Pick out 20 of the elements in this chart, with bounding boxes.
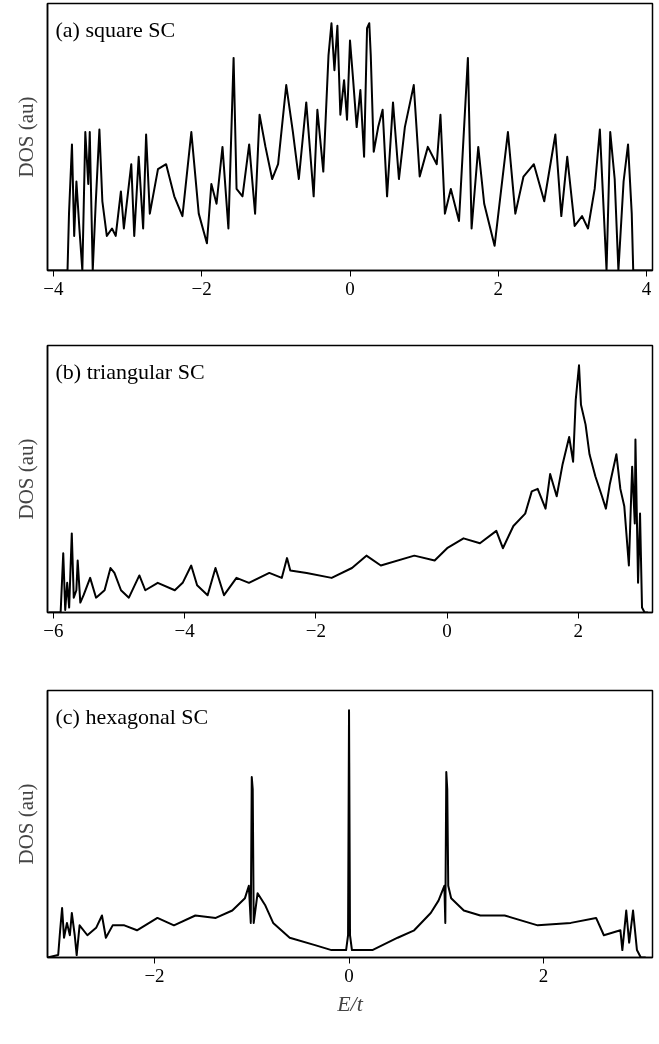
x-tick-label: 2	[538, 964, 549, 986]
x-tick-label: −2	[305, 619, 326, 641]
x-tick-label: 0	[344, 964, 354, 986]
y-axis-title: DOS (au)	[13, 96, 38, 178]
x-tick-label: 4	[641, 277, 652, 299]
x-tick-label: −4	[43, 277, 65, 299]
y-axis-title: DOS (au)	[13, 438, 38, 520]
chart-title: (c) hexagonal SC	[55, 703, 209, 729]
x-axis-title: E/t	[336, 990, 364, 1016]
chart-title: (b) triangular SC	[55, 358, 205, 384]
x-tick-label: −2	[191, 277, 212, 299]
x-tick-label: 2	[493, 277, 504, 299]
x-tick-label: 0	[442, 619, 452, 641]
x-tick-label: 2	[573, 619, 584, 641]
x-tick-label: −4	[174, 619, 196, 641]
y-axis-title: DOS (au)	[13, 783, 38, 865]
x-tick-label: −2	[144, 964, 165, 986]
x-tick-label: 0	[345, 277, 355, 299]
x-tick-label: −6	[43, 619, 64, 641]
chart-title: (a) square SC	[55, 16, 176, 42]
